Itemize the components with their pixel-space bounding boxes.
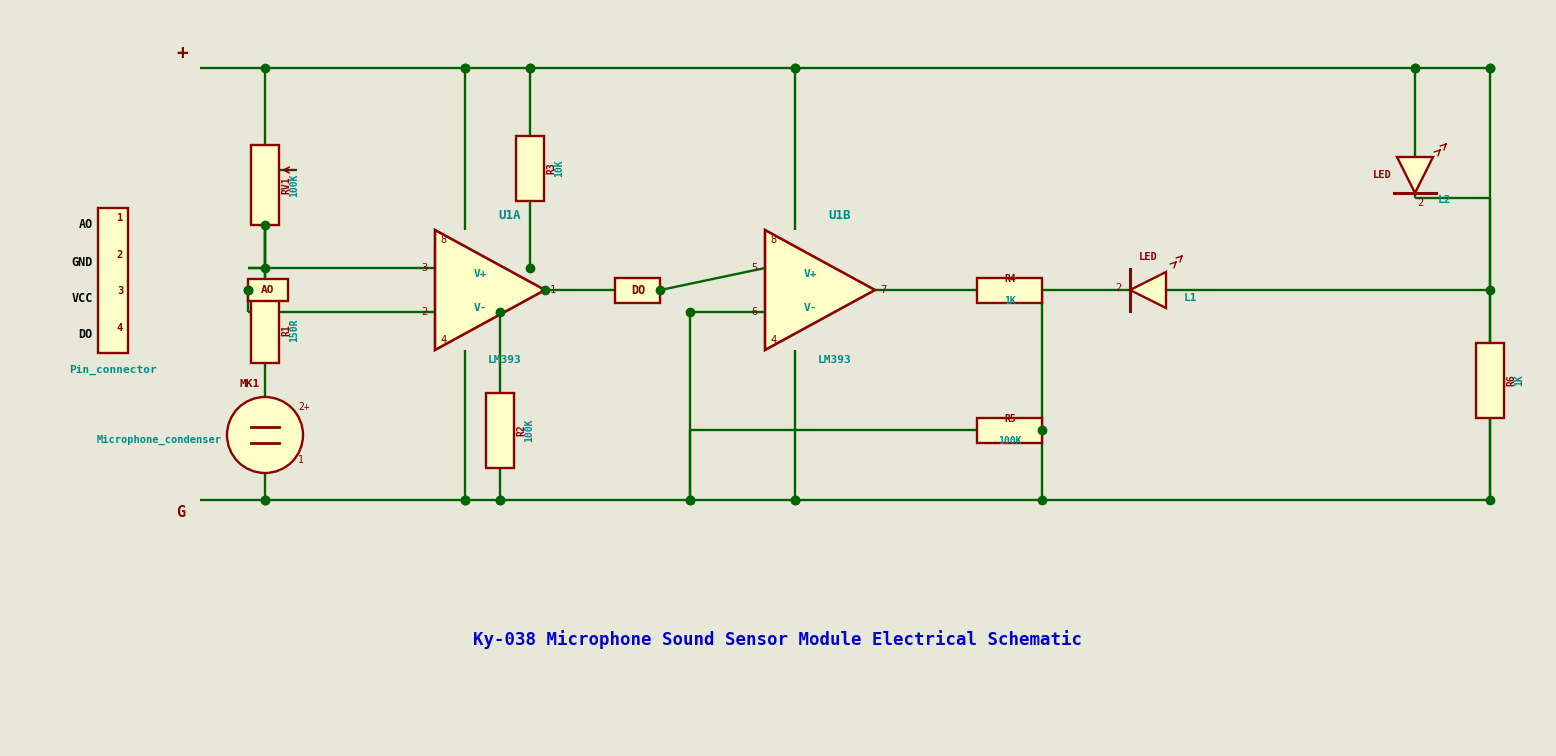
Text: 2: 2: [1116, 283, 1122, 293]
Text: 2: 2: [422, 307, 428, 317]
Text: R4: R4: [1004, 274, 1016, 284]
Text: 4: 4: [440, 335, 447, 345]
Text: RV1: RV1: [282, 176, 291, 194]
Text: 5: 5: [752, 263, 758, 273]
Text: DO: DO: [79, 329, 93, 342]
Text: 10K: 10K: [554, 160, 563, 177]
Text: V+: V+: [473, 269, 487, 279]
Text: 8: 8: [770, 235, 776, 245]
Text: L1: L1: [1184, 293, 1198, 303]
Bar: [1477, 342, 1505, 417]
Text: 100K: 100K: [289, 173, 299, 197]
Text: 2: 2: [1418, 198, 1424, 208]
Text: LED: LED: [1139, 252, 1158, 262]
Text: Pin_connector: Pin_connector: [68, 364, 157, 375]
Text: 4: 4: [770, 335, 776, 345]
Bar: [251, 145, 279, 225]
Text: GND: GND: [72, 256, 93, 268]
Bar: [517, 135, 545, 200]
Text: 2: 2: [117, 250, 123, 260]
Text: G: G: [176, 505, 185, 520]
Text: R5: R5: [1004, 414, 1016, 425]
Text: 6: 6: [752, 307, 758, 317]
Text: 150R: 150R: [289, 318, 299, 342]
Text: 1: 1: [299, 455, 303, 465]
Text: 1: 1: [117, 213, 123, 223]
Text: 8: 8: [440, 235, 447, 245]
Polygon shape: [1130, 272, 1165, 308]
Text: 7: 7: [881, 285, 887, 295]
Text: V-: V-: [473, 303, 487, 313]
Text: V-: V-: [803, 303, 817, 313]
Bar: [977, 417, 1043, 442]
Text: AO: AO: [261, 285, 275, 295]
Polygon shape: [1397, 157, 1433, 193]
Text: VCC: VCC: [72, 292, 93, 305]
Text: LED: LED: [1374, 170, 1393, 180]
Text: L2: L2: [1438, 195, 1452, 205]
Text: 1K: 1K: [1004, 296, 1016, 305]
Text: 1: 1: [549, 285, 555, 295]
Text: MK1: MK1: [240, 379, 260, 389]
Text: 2+: 2+: [299, 402, 310, 412]
Text: 1K: 1K: [1514, 374, 1523, 386]
Bar: [98, 207, 128, 352]
Text: +: +: [176, 44, 188, 63]
Text: 100K: 100K: [999, 435, 1022, 445]
Text: R1: R1: [282, 324, 291, 336]
Text: 100K: 100K: [524, 418, 534, 442]
Text: U1A: U1A: [499, 209, 521, 222]
Text: DO: DO: [630, 284, 646, 296]
Bar: [247, 279, 288, 301]
Text: AO: AO: [79, 218, 93, 231]
Text: LM393: LM393: [489, 355, 521, 365]
Bar: [616, 277, 660, 302]
Circle shape: [227, 397, 303, 473]
Bar: [977, 277, 1043, 302]
Text: R3: R3: [546, 162, 555, 174]
Bar: [485, 392, 513, 467]
Polygon shape: [436, 230, 545, 350]
Text: 4: 4: [117, 323, 123, 333]
Text: U1B: U1B: [829, 209, 851, 222]
Text: Ky-038 Microphone Sound Sensor Module Electrical Schematic: Ky-038 Microphone Sound Sensor Module El…: [473, 631, 1083, 649]
Text: 3: 3: [117, 286, 123, 296]
Polygon shape: [766, 230, 874, 350]
Text: LM393: LM393: [818, 355, 851, 365]
Bar: [251, 298, 279, 362]
Text: Microphone_condenser: Microphone_condenser: [96, 435, 223, 445]
Text: 3: 3: [422, 263, 428, 273]
Text: V+: V+: [803, 269, 817, 279]
Text: R6: R6: [1506, 374, 1516, 386]
Text: R2: R2: [517, 424, 526, 436]
